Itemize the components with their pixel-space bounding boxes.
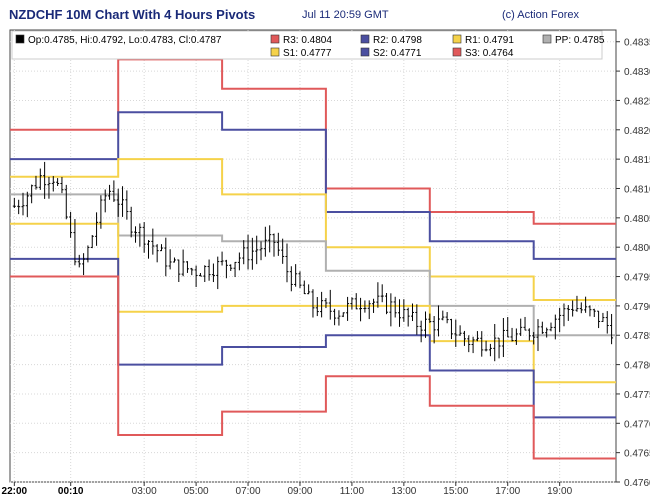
legend-label-r2: R2: 0.4798 xyxy=(373,35,422,46)
x-tick-label: 07:00 xyxy=(236,486,261,497)
pivot-line-r1 xyxy=(10,158,616,301)
chart-title: NZDCHF 10M Chart With 4 Hours Pivots xyxy=(9,7,256,22)
y-tick-label: 0.4785 xyxy=(624,331,650,342)
y-tick-label: 0.4805 xyxy=(624,214,650,225)
chart-timestamp: Jul 11 20:59 GMT xyxy=(302,9,389,21)
y-tick-label: 0.4815 xyxy=(624,155,650,166)
legend-swatch-r2 xyxy=(360,34,370,44)
legend-label-r1: R1: 0.4791 xyxy=(465,35,514,46)
legend-swatch-s3 xyxy=(452,47,462,57)
legend-swatch-r3 xyxy=(270,34,280,44)
x-tick-label: 13:00 xyxy=(391,486,416,497)
legend-swatch-s1 xyxy=(270,47,280,57)
legend-label-ohlc: Op:0.4785, Hi:0.4792, Lo:0.4783, Cl:0.47… xyxy=(28,35,222,46)
x-tick-label: 03:00 xyxy=(132,486,157,497)
legend-swatch-r1 xyxy=(452,34,462,44)
legend-label-s2: S2: 0.4771 xyxy=(373,48,422,59)
x-tick-label: 15:00 xyxy=(443,486,468,497)
legend-label-r3: R3: 0.4804 xyxy=(283,35,332,46)
x-tick-label: 22:00 xyxy=(2,486,28,497)
y-tick-label: 0.4795 xyxy=(624,273,650,284)
legend-box xyxy=(11,30,603,60)
plot-frame xyxy=(9,29,617,483)
y-tick-label: 0.4765 xyxy=(624,449,650,460)
x-tick-label: 09:00 xyxy=(287,486,312,497)
legend-swatch-pp xyxy=(542,34,552,44)
pivot-line-r2 xyxy=(10,111,616,260)
y-tick-label: 0.4825 xyxy=(624,96,650,107)
x-tick-label: 17:00 xyxy=(495,486,520,497)
x-tick-label: 05:00 xyxy=(184,486,209,497)
x-tick-label: 11:00 xyxy=(340,486,365,497)
y-tick-label: 0.4775 xyxy=(624,390,650,401)
legend-swatch-s2 xyxy=(360,47,370,57)
legend-label-s3: S3: 0.4764 xyxy=(465,48,514,59)
legend-swatch-ohlc xyxy=(15,34,25,44)
y-tick-label: 0.4835 xyxy=(624,38,650,49)
pivot-line-s3 xyxy=(10,275,616,460)
legend-label-pp: PP: 0.4785 xyxy=(555,35,605,46)
chart-credit: (c) Action Forex xyxy=(502,9,580,21)
x-tick-label: 00:10 xyxy=(58,486,84,497)
legend-label-s1: S1: 0.4777 xyxy=(283,48,332,59)
x-tick-label: 19:00 xyxy=(547,486,572,497)
